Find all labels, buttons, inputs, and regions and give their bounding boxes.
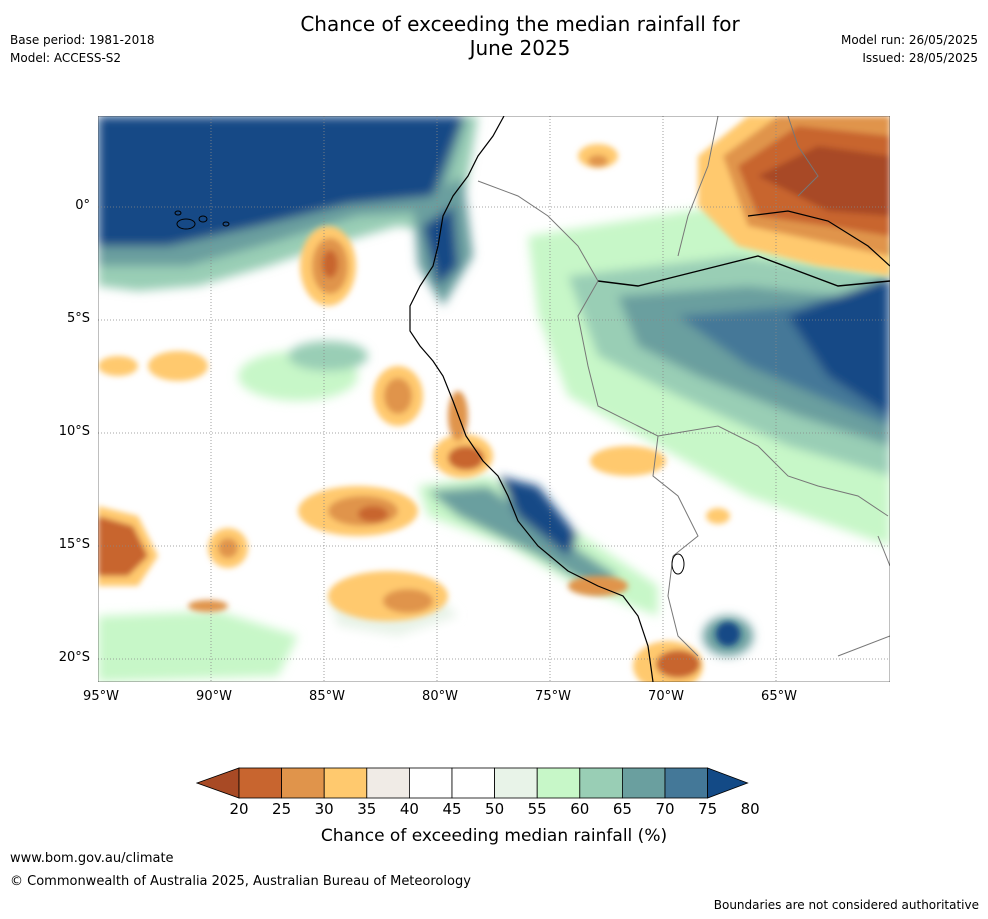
galapagos-islands [174, 210, 230, 230]
colorbar-label: Chance of exceeding median rainfall (%) [320, 826, 668, 846]
colorbar-tick-12: 80 [740, 800, 760, 818]
gridlines [98, 116, 890, 682]
colorbar-cell [238, 767, 282, 799]
country-borders [477, 116, 890, 657]
colorbar-tick-8: 60 [570, 800, 590, 818]
meta-right: Model run: 26/05/2025 Issued: 28/05/2025 [841, 31, 978, 67]
colorbar-tick-4: 40 [399, 800, 419, 818]
lat-tick-0: 0° [75, 198, 90, 213]
colorbar-tick-1: 25 [272, 800, 292, 818]
colorbar-cell [621, 767, 666, 799]
colorbar-tick-3: 35 [357, 800, 377, 818]
dry-anomaly-fields [98, 116, 890, 682]
colorbar-tick-2: 30 [314, 800, 334, 818]
lon-tick-0: 95°W [83, 689, 119, 704]
model-text: Model: ACCESS-S2 [10, 51, 122, 65]
colorbar-cell [408, 767, 453, 799]
lon-tick-1: 90°W [196, 689, 232, 704]
wet-spot [716, 622, 740, 646]
rainfall-map [98, 116, 890, 682]
colorbar-cell [451, 767, 495, 799]
base-period-text: Base period: 1981-2018 [10, 33, 155, 47]
rio-negro [747, 210, 890, 267]
colorbar-tick-5: 45 [442, 800, 462, 818]
model-run-text: Model run: 26/05/2025 [840, 33, 978, 47]
footer-url: www.bom.gov.au/climate [10, 851, 174, 866]
footer-copyright: © Commonwealth of Australia 2025, Austra… [10, 874, 471, 889]
lon-tick-2: 85°W [309, 689, 345, 704]
colorbar-extend-high [707, 767, 749, 799]
colorbar-cell [536, 767, 581, 799]
colorbar-tick-11: 75 [698, 800, 718, 818]
colorbar-cell [664, 767, 708, 799]
colorbar-cell [281, 767, 325, 799]
colorbar-extend-low [196, 767, 240, 799]
title-line-1: Chance of exceeding the median rainfall … [300, 12, 740, 36]
map-title: Chance of exceeding the median rainfall … [190, 12, 850, 60]
title-line-2: June 2025 [469, 36, 571, 60]
coastline [409, 116, 654, 682]
lon-tick-4: 75°W [535, 689, 571, 704]
colorbar-cell [366, 767, 410, 799]
colorbar-tick-0: 20 [229, 800, 249, 818]
lat-tick-3: 15°S [58, 537, 90, 552]
lon-tick-3: 80°W [422, 689, 458, 704]
meta-left: Base period: 1981-2018 Model: ACCESS-S2 [10, 31, 155, 67]
footer-note: Boundaries are not considered authoritat… [713, 898, 979, 912]
lon-tick-5: 70°W [648, 689, 684, 704]
lat-tick-2: 10°S [58, 424, 90, 439]
lon-tick-6: 65°W [761, 689, 797, 704]
colorbar-tick-10: 70 [655, 800, 675, 818]
colorbar-tick-6: 50 [485, 800, 505, 818]
colorbar [196, 767, 749, 799]
lat-tick-4: 20°S [58, 650, 90, 665]
colorbar-cell [323, 767, 368, 799]
lat-tick-1: 5°S [66, 311, 90, 326]
colorbar-tick-9: 65 [612, 800, 632, 818]
colorbar-cell [494, 767, 538, 799]
colorbar-tick-7: 55 [527, 800, 547, 818]
amazon-river [597, 255, 890, 287]
colorbar-cell [579, 767, 623, 799]
lake-titicaca [671, 553, 685, 575]
issued-text: Issued: 28/05/2025 [862, 51, 978, 65]
